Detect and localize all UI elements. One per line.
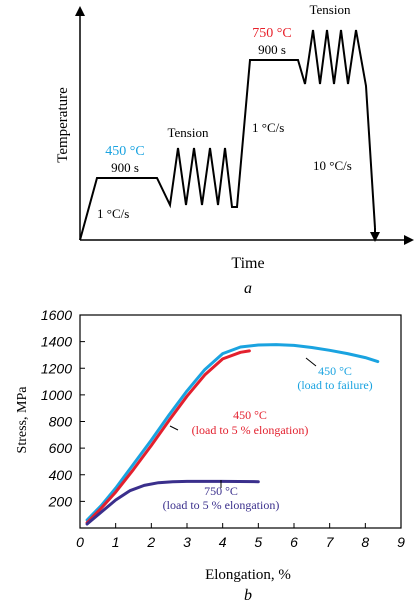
y-tick-label: 1400 [41, 334, 72, 350]
y-tick-label: 600 [49, 440, 73, 456]
x-tick-label: 9 [397, 534, 405, 550]
panel-a: Temperature Time a 450 °C 900 s Tension … [55, 2, 414, 297]
annotation-450-5pct-line2: (load to 5 % elongation) [192, 423, 309, 437]
leader-450-5pct [169, 425, 179, 431]
series-450-failure-line [85, 343, 380, 522]
series-450-5pct-line [85, 349, 251, 525]
label-rate-3: 10 °C/s [313, 158, 352, 173]
label-rate-2: 1 °C/s [252, 120, 284, 135]
x-tick-label: 7 [326, 534, 335, 550]
y-tick-label: 200 [48, 493, 73, 509]
label-tension-2: Tension [310, 2, 351, 17]
y-tick-label: 1600 [41, 307, 72, 323]
x-tick-label: 1 [112, 534, 120, 550]
x-tick-label: 2 [146, 534, 155, 550]
x-tick-label: 5 [254, 534, 262, 550]
annotation-450-failure-line1: 450 °C [318, 364, 352, 378]
panel-b-y-ticks: 200 400 600 800 1000 1200 1400 1600 [41, 307, 85, 509]
thermal-schedule-line [79, 29, 376, 241]
panel-b-ylabel: Stress, MPa [15, 386, 30, 454]
x-tick-label: 3 [183, 534, 191, 550]
panel-a-caption: a [244, 280, 252, 297]
label-hold-900s-2: 900 s [258, 42, 286, 57]
leader-450-failure [305, 357, 317, 367]
panel-a-ylabel: Temperature [55, 87, 71, 163]
panel-b-x-ticks: 0 1 2 3 4 5 6 7 8 9 [76, 523, 405, 550]
annotation-750-5pct-line1: 750 °C [204, 484, 238, 498]
label-750c: 750 °C [252, 26, 291, 41]
y-tick-label: 1000 [41, 387, 72, 403]
x-tick-label: 6 [290, 534, 298, 550]
y-tick-label: 400 [49, 467, 73, 483]
series-750-5pct-line [85, 479, 260, 526]
label-rate-1: 1 °C/s [97, 206, 129, 221]
y-tick-label: 1200 [41, 360, 72, 376]
panel-b-caption: b [244, 587, 252, 604]
annotation-450-failure-line2: (load to failure) [297, 378, 372, 392]
panel-a-xlabel: Time [231, 255, 264, 272]
panel-b-xlabel: Elongation, % [205, 567, 291, 583]
annotation-450-5pct-line1: 450 °C [233, 408, 267, 422]
annotation-750-5pct-line2: (load to 5 % elongation) [163, 498, 280, 512]
x-tick-label: 4 [219, 534, 227, 550]
label-450c: 450 °C [105, 144, 144, 159]
label-tension-1: Tension [168, 125, 209, 140]
panel-b-series [85, 343, 380, 526]
label-hold-900s-1: 900 s [111, 160, 139, 175]
x-tick-label: 8 [361, 534, 369, 550]
y-tick-label: 800 [49, 414, 73, 430]
x-tick-label: 0 [76, 534, 84, 550]
